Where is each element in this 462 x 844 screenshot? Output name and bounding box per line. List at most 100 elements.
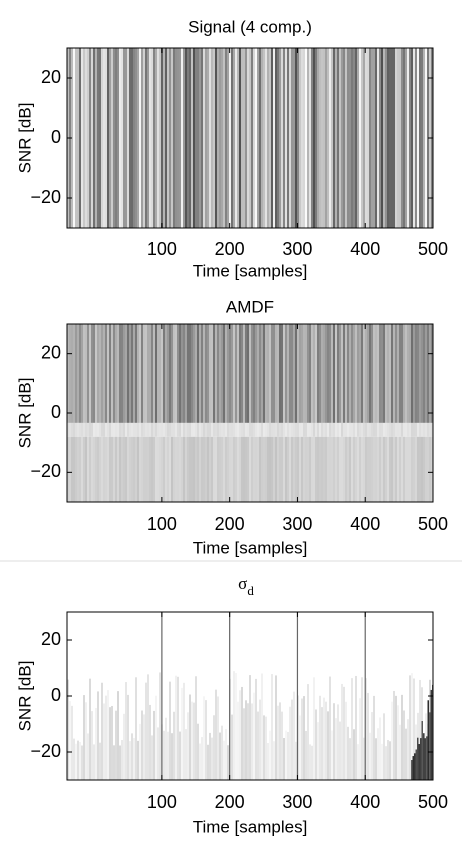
x-tick-label: 300 bbox=[282, 792, 312, 812]
texture bbox=[155, 436, 157, 502]
texture bbox=[361, 436, 363, 502]
texture bbox=[239, 324, 241, 431]
texture bbox=[179, 48, 181, 228]
texture bbox=[233, 671, 235, 780]
texture bbox=[195, 324, 197, 431]
texture bbox=[431, 422, 433, 437]
texture bbox=[325, 422, 327, 437]
texture bbox=[299, 715, 301, 780]
texture bbox=[83, 695, 85, 780]
texture bbox=[337, 48, 339, 228]
texture bbox=[197, 723, 199, 780]
texture bbox=[247, 324, 249, 431]
texture bbox=[187, 422, 189, 437]
texture bbox=[411, 48, 413, 228]
texture bbox=[161, 48, 163, 228]
x-tick-label: 200 bbox=[215, 239, 245, 259]
texture bbox=[221, 436, 223, 502]
texture bbox=[419, 324, 421, 431]
texture bbox=[133, 738, 135, 780]
texture bbox=[413, 678, 415, 780]
texture bbox=[323, 422, 325, 437]
texture bbox=[329, 422, 331, 437]
texture bbox=[211, 436, 213, 502]
texture bbox=[185, 48, 187, 228]
texture bbox=[145, 48, 147, 228]
texture bbox=[381, 324, 383, 431]
texture bbox=[95, 436, 97, 502]
texture bbox=[305, 730, 307, 780]
texture bbox=[133, 436, 135, 502]
texture bbox=[219, 732, 221, 780]
x-tick-label: 100 bbox=[147, 239, 177, 259]
texture bbox=[329, 436, 331, 502]
texture bbox=[245, 48, 247, 228]
texture bbox=[67, 422, 69, 437]
texture bbox=[155, 695, 157, 780]
texture bbox=[279, 324, 281, 431]
texture bbox=[101, 422, 103, 437]
texture bbox=[321, 422, 323, 437]
texture bbox=[181, 48, 183, 228]
texture bbox=[211, 422, 213, 437]
texture bbox=[83, 324, 85, 431]
texture bbox=[67, 436, 69, 502]
texture bbox=[287, 48, 289, 228]
texture bbox=[333, 48, 335, 228]
texture bbox=[295, 422, 297, 437]
texture bbox=[311, 324, 313, 431]
texture bbox=[295, 741, 297, 780]
texture bbox=[371, 436, 373, 502]
texture bbox=[91, 436, 93, 502]
texture bbox=[181, 422, 183, 437]
texture bbox=[359, 422, 361, 437]
texture bbox=[245, 324, 247, 431]
texture bbox=[93, 422, 95, 437]
texture bbox=[351, 436, 353, 502]
texture bbox=[227, 324, 229, 431]
texture bbox=[249, 324, 251, 431]
texture bbox=[165, 422, 167, 437]
texture bbox=[137, 740, 139, 780]
texture bbox=[345, 324, 347, 431]
texture bbox=[173, 436, 175, 502]
texture bbox=[379, 436, 381, 502]
texture bbox=[413, 48, 415, 228]
texture bbox=[407, 48, 409, 228]
texture bbox=[285, 324, 287, 431]
texture bbox=[195, 48, 197, 228]
texture bbox=[299, 436, 301, 502]
texture bbox=[165, 717, 167, 780]
texture bbox=[405, 324, 407, 431]
texture bbox=[321, 324, 323, 431]
texture bbox=[430, 689, 432, 780]
texture bbox=[373, 695, 375, 780]
texture bbox=[99, 422, 101, 437]
texture bbox=[107, 422, 109, 437]
texture bbox=[161, 422, 163, 437]
texture bbox=[349, 738, 351, 780]
texture bbox=[99, 324, 101, 431]
texture bbox=[215, 436, 217, 502]
texture bbox=[159, 48, 161, 228]
texture bbox=[289, 436, 291, 502]
texture bbox=[327, 436, 329, 502]
texture bbox=[157, 727, 159, 780]
texture bbox=[177, 422, 179, 437]
texture bbox=[201, 436, 203, 502]
texture bbox=[303, 324, 305, 431]
texture bbox=[241, 422, 243, 437]
texture bbox=[363, 422, 365, 437]
texture bbox=[191, 48, 193, 228]
texture bbox=[215, 422, 217, 437]
texture bbox=[119, 48, 121, 228]
texture bbox=[157, 48, 159, 228]
texture bbox=[269, 436, 271, 502]
texture bbox=[385, 324, 387, 431]
texture bbox=[135, 677, 137, 780]
texture bbox=[311, 422, 313, 437]
texture bbox=[427, 436, 429, 502]
texture bbox=[403, 436, 405, 502]
texture bbox=[323, 324, 325, 431]
texture bbox=[271, 674, 273, 780]
